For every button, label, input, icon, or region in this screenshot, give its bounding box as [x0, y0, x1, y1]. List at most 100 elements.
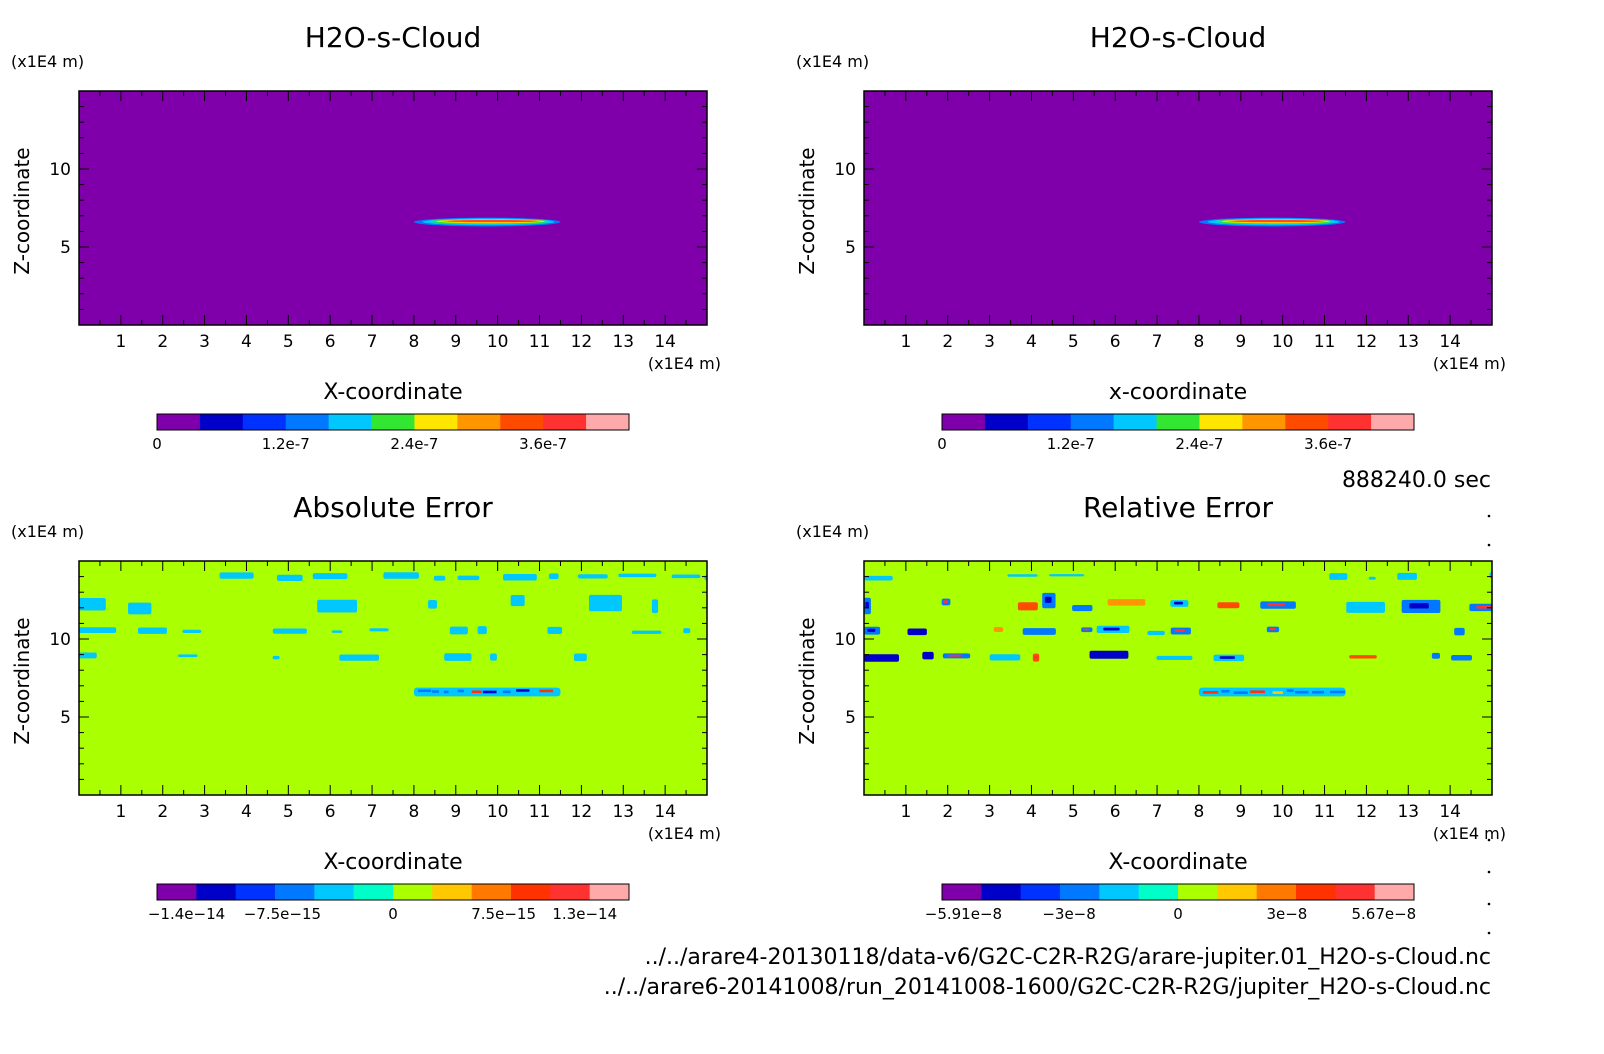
x-tick-label: 4 [1026, 332, 1037, 352]
error-patch [1489, 572, 1492, 579]
error-patch [1431, 652, 1440, 659]
error-patch [1156, 655, 1193, 660]
error-patch [276, 574, 303, 581]
error-lens [1198, 687, 1346, 697]
x-tick-label: 14 [1439, 802, 1461, 822]
x-tick-label: 8 [409, 802, 420, 822]
x-tick-label: 13 [612, 332, 634, 352]
edge-dot [1487, 870, 1491, 874]
colorbar-swatch [414, 414, 458, 430]
colorbar-swatch [1178, 884, 1218, 900]
colorbar-tick-label: 3.6e-7 [519, 435, 567, 453]
error-patch [943, 600, 948, 604]
error-patch [618, 573, 657, 578]
error-patch [1233, 691, 1248, 695]
colorbar-tick-label: 0 [937, 435, 947, 453]
error-patch [573, 653, 587, 662]
x-axis-label: X-coordinate [323, 380, 462, 405]
error-patch [1083, 628, 1090, 631]
colorbar-tick-label: 0 [388, 905, 398, 923]
x-tick-label: 1 [115, 802, 126, 822]
colorbar-swatch [1296, 884, 1336, 900]
colorbar-swatch [157, 884, 197, 900]
colorbar-tick-label: 2.4e-7 [390, 435, 438, 453]
y-axis-label: Z-coordinate [795, 617, 819, 744]
colorbar-swatch [1020, 884, 1061, 900]
heatmap-background [864, 561, 1492, 795]
chart-title: H2O-s-Cloud [305, 21, 481, 54]
colorbar-swatch [981, 884, 1022, 900]
colorbar-swatch [457, 414, 501, 430]
error-patch [471, 690, 482, 694]
colorbar-swatch [1374, 884, 1415, 900]
colorbar-tick-label: 1.3e−14 [552, 905, 617, 923]
colorbar-swatch [235, 884, 276, 900]
error-patch [1202, 691, 1219, 694]
colorbar-swatch [1199, 414, 1243, 430]
error-patch [683, 628, 691, 634]
x-tick-label: 12 [571, 332, 593, 352]
colorbar-tick-label: 7.5e−15 [471, 905, 536, 923]
colorbar-tick-label: 3e−8 [1266, 905, 1307, 923]
heatmap-field [413, 217, 561, 227]
error-patch [1007, 574, 1038, 577]
error-patch [272, 628, 307, 634]
colorbar-swatch [275, 884, 315, 900]
heatmap-field [1198, 217, 1346, 227]
error-patch [1346, 601, 1385, 613]
error-patch [516, 689, 530, 692]
colorbar-swatch [1070, 414, 1115, 430]
error-patch [1250, 690, 1265, 694]
colorbar-tick-label: 1.2e-7 [1047, 435, 1095, 453]
y-tick-label: 5 [60, 708, 71, 728]
colorbar-swatch [353, 884, 394, 900]
x-tick-label: 2 [942, 332, 953, 352]
error-patch [449, 626, 468, 635]
edge-dot [1487, 543, 1491, 547]
x-tick-label: 3 [199, 332, 210, 352]
colorbar-tick-label: −3e−8 [1042, 905, 1095, 923]
error-patch [631, 630, 662, 634]
colorbar-swatch [543, 414, 587, 430]
x-tick-label: 2 [942, 802, 953, 822]
colorbar-swatch [1335, 884, 1376, 900]
error-patch [1329, 690, 1346, 694]
colorbar-swatch [1371, 414, 1415, 430]
y-tick-label: 5 [845, 708, 856, 728]
colorbar-swatch [500, 414, 544, 430]
colorbar-tick-label: 0 [1173, 905, 1183, 923]
colorbar-tick-label: 0 [152, 435, 162, 453]
colorbar-swatch [984, 414, 1029, 430]
error-patch [671, 574, 701, 579]
error-patch [539, 689, 553, 693]
x-tick-label: 3 [199, 802, 210, 822]
error-patch [924, 653, 931, 657]
time-label: 888240.0 sec [1341, 468, 1491, 493]
colorbar-swatch [328, 414, 373, 430]
edge-dot [1487, 931, 1491, 935]
x-unit-label: (x1E4 m) [1433, 824, 1506, 843]
error-patch [457, 575, 480, 581]
error-patch [433, 575, 446, 581]
error-patch [477, 626, 487, 635]
error-patch [312, 573, 348, 580]
error-patch [428, 599, 437, 609]
error-patch [317, 599, 358, 613]
error-patch [867, 628, 876, 632]
x-axis-label: X-coordinate [1108, 850, 1247, 875]
x-tick-label: 1 [900, 802, 911, 822]
error-patch [1312, 690, 1325, 694]
chart-title: Absolute Error [293, 491, 493, 524]
y-tick-label: 5 [60, 238, 71, 258]
colorbar-swatch [1060, 884, 1100, 900]
x-tick-label: 5 [283, 332, 294, 352]
x-tick-label: 5 [283, 802, 294, 822]
colorbar-frame [156, 883, 630, 901]
error-patch [503, 574, 537, 581]
error-patch [1219, 656, 1235, 659]
error-patch [339, 654, 380, 661]
colorbar-swatch [1242, 414, 1286, 430]
error-patch [272, 655, 280, 660]
